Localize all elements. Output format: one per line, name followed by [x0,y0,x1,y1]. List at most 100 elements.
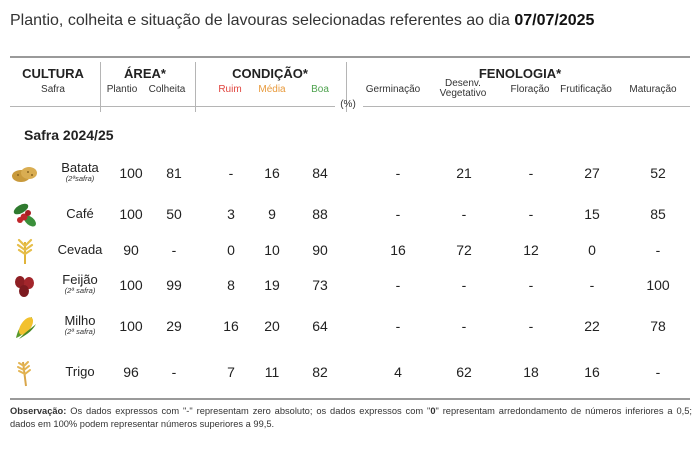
cell-frutificacao: 15 [584,206,600,222]
cell-colheita: - [171,242,177,258]
cell-boa: 88 [312,206,328,222]
footnote-zero: 0 [430,406,436,416]
header-boa: Boa [311,84,329,95]
cell-media: 20 [264,318,280,334]
footnote: Observação: Os dados expressos com "-" r… [10,405,692,431]
footnote-text-2: " representam arredondamento de números … [10,406,692,429]
header-rule-left [10,106,335,107]
cell-media: 11 [264,364,280,380]
crop-name: Café [66,206,94,221]
cell-plantio: 90 [123,242,139,258]
cell-colheita: 99 [166,277,182,293]
header-colheita: Colheita [148,84,186,95]
header-germinacao: Germinação [365,84,421,95]
cell-ruim: 7 [227,364,235,380]
crop-name-cell: Feijão (2ª safra) [40,272,120,295]
cell-boa: 82 [312,364,328,380]
crop-season: (2ª safra) [64,286,96,295]
header-divider [346,62,347,112]
cell-floracao: - [528,165,534,181]
cell-floracao: 12 [523,242,539,258]
cell-desenvolvimento: - [461,206,467,222]
cell-plantio: 100 [119,318,143,334]
crop-season: (2ªsafra) [65,174,95,183]
header-desenv-line1: Desenv. [445,78,481,89]
cell-germinacao: - [395,206,401,222]
header-divider [195,62,196,112]
cell-ruim: 8 [227,277,235,293]
cell-floracao: - [528,206,534,222]
page-title: Plantio, colheita e situação de lavouras… [10,12,594,30]
header-unit: (%) [340,99,356,110]
crop-name: Trigo [65,364,95,379]
cell-maturacao: 78 [650,318,666,334]
header-frutificacao: Frutificação [560,84,612,95]
table-row: Milho (2ª safra) 100 29 16 20 64- - -22 78 [0,309,700,345]
bottom-rule [10,398,690,400]
cell-floracao: 18 [523,364,539,380]
cell-colheita: 50 [166,206,182,222]
top-rule [10,56,690,58]
table-row: Batata (2ªsafra) 100 81-16 84-21-27 52 [0,156,700,192]
footnote-text-1: Os dados expressos com "-" representam z… [70,406,431,416]
footnote-label: Observação: [10,406,67,416]
cell-colheita: - [171,364,177,380]
cell-germinacao: 16 [390,242,406,258]
header-maturacao: Maturação [629,84,677,95]
crop-name: Milho [64,313,96,328]
cell-desenvolvimento: 72 [456,242,472,258]
header-floracao: Floração [510,84,550,95]
crop-name-cell: Cevada [40,242,120,257]
cell-media: 19 [264,277,280,293]
cell-frutificacao: 27 [584,165,600,181]
cell-frutificacao: 0 [588,242,596,258]
header-area: ÁREA* [124,66,166,81]
cell-germinacao: - [395,318,401,334]
header-plantio: Plantio [106,84,138,95]
section-label: Safra 2024/25 [24,127,114,143]
title-date: 07/07/2025 [514,12,595,29]
cell-ruim: 3 [227,206,235,222]
cell-germinacao: 4 [394,364,402,380]
crop-name: Batata [61,160,99,175]
cell-boa: 84 [312,165,328,181]
cell-floracao: - [528,318,534,334]
cell-maturacao: 100 [646,277,670,293]
header-desenv-line2: Vegetativo [439,88,487,99]
cell-desenvolvimento: 21 [456,165,472,181]
crop-name-cell: Batata (2ªsafra) [40,160,120,183]
header-media: Média [258,84,286,95]
cell-plantio: 100 [119,277,143,293]
cell-maturacao: - [655,242,661,258]
cell-media: 9 [268,206,276,222]
table-row: Café 100 50 3 9 88 - - - 15 85 [0,197,700,233]
cell-desenvolvimento: - [461,318,467,334]
cell-germinacao: - [395,277,401,293]
potato-icon [10,159,40,189]
cell-frutificacao: - [589,277,595,293]
cell-maturacao: 52 [650,165,666,181]
cell-desenvolvimento: - [461,277,467,293]
header-desenvolvimento: Desenv. Vegetativo [430,79,496,99]
cell-colheita: 81 [166,165,182,181]
cell-maturacao: 85 [650,206,666,222]
cell-maturacao: - [655,364,661,380]
crop-name-cell: Trigo [40,364,120,379]
header-safra: Safra [41,84,65,95]
cell-boa: 64 [312,318,328,334]
header-condicao: CONDIÇÃO* [232,66,308,81]
title-text: Plantio, colheita e situação de lavouras… [10,12,510,29]
crop-name-cell: Café [40,206,120,221]
header-divider [100,62,101,112]
cell-boa: 90 [312,242,328,258]
cell-floracao: - [528,277,534,293]
cell-media: 10 [264,242,280,258]
barley-icon [10,236,40,266]
cell-ruim: 0 [227,242,235,258]
cell-ruim: - [228,165,234,181]
crop-season: (2ª safra) [64,327,96,336]
header-fenologia: FENOLOGIA* [478,66,562,81]
crop-name: Feijão [62,272,98,287]
cell-ruim: 16 [223,318,239,334]
cell-colheita: 29 [166,318,182,334]
